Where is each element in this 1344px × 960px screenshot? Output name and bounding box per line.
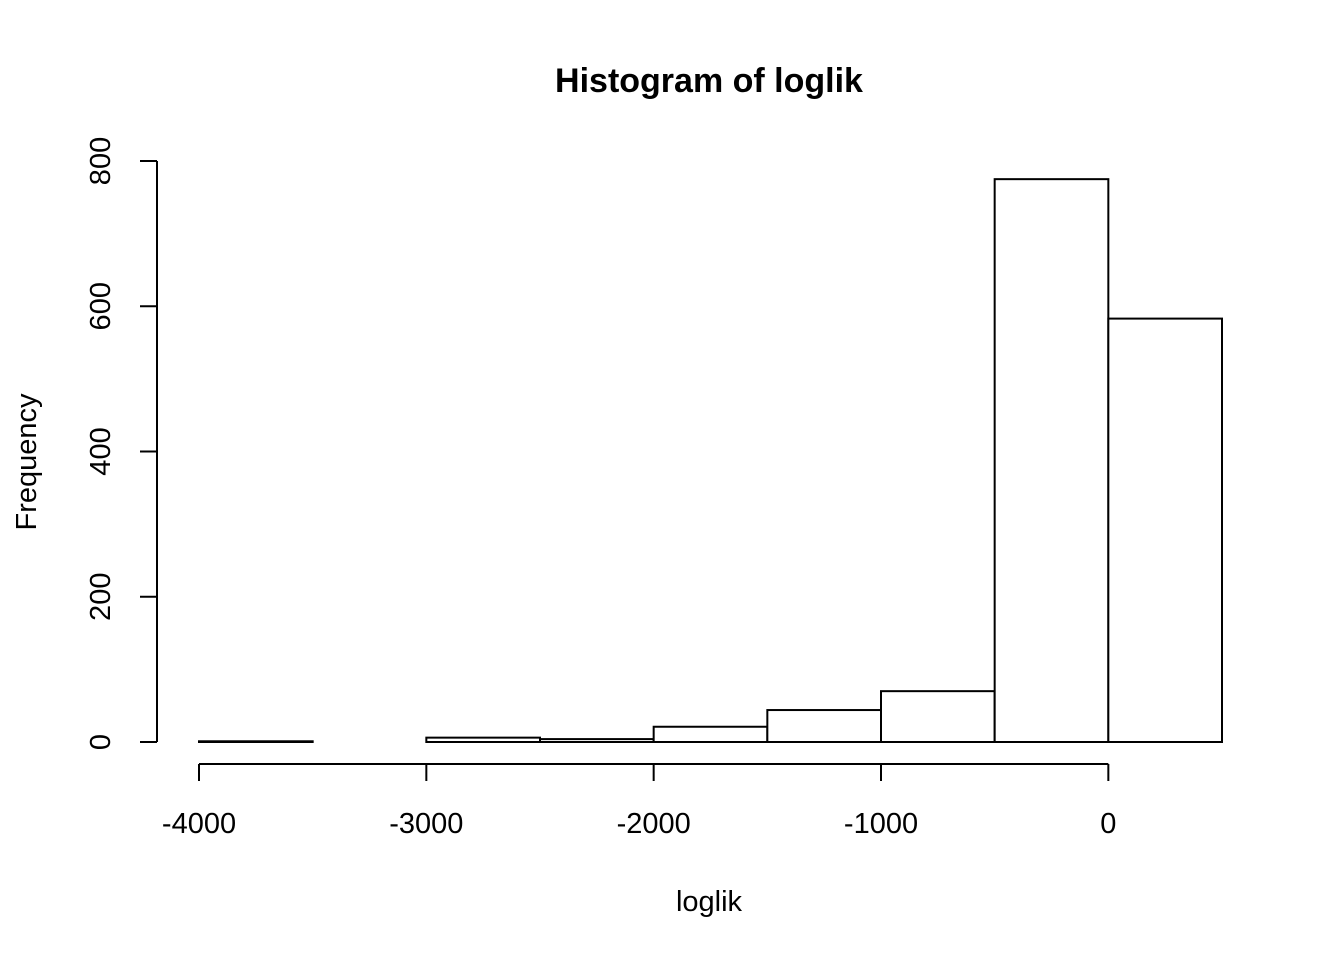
x-tick-label: 0 [1100, 808, 1116, 840]
y-axis: 0 200 400 600 800 [85, 137, 158, 750]
y-tick-label: 0 [85, 734, 117, 750]
histogram-bar [993, 178, 1110, 743]
histogram-bar [198, 740, 314, 743]
x-tick-label: -4000 [162, 808, 236, 840]
y-tick-label: 200 [85, 573, 117, 621]
histogram-bar [652, 725, 769, 744]
x-tick-label: -3000 [389, 808, 463, 840]
x-axis-label: loglik [676, 886, 743, 918]
y-tick-label: 400 [85, 427, 117, 475]
y-tick-label: 600 [85, 282, 117, 330]
histogram-bar [1107, 317, 1224, 743]
chart-title: Histogram of loglik [555, 62, 863, 100]
bars-group [198, 178, 1224, 744]
y-axis-label: Frequency [11, 393, 43, 531]
y-tick-label: 800 [85, 137, 117, 185]
histogram-bar [880, 690, 996, 743]
histogram-bar [766, 709, 882, 743]
x-axis: -4000 -3000 -2000 -1000 0 [162, 763, 1116, 840]
histogram-bar [425, 736, 542, 744]
histogram-bar [539, 738, 655, 743]
x-tick-label: -2000 [617, 808, 691, 840]
x-tick-label: -1000 [844, 808, 918, 840]
